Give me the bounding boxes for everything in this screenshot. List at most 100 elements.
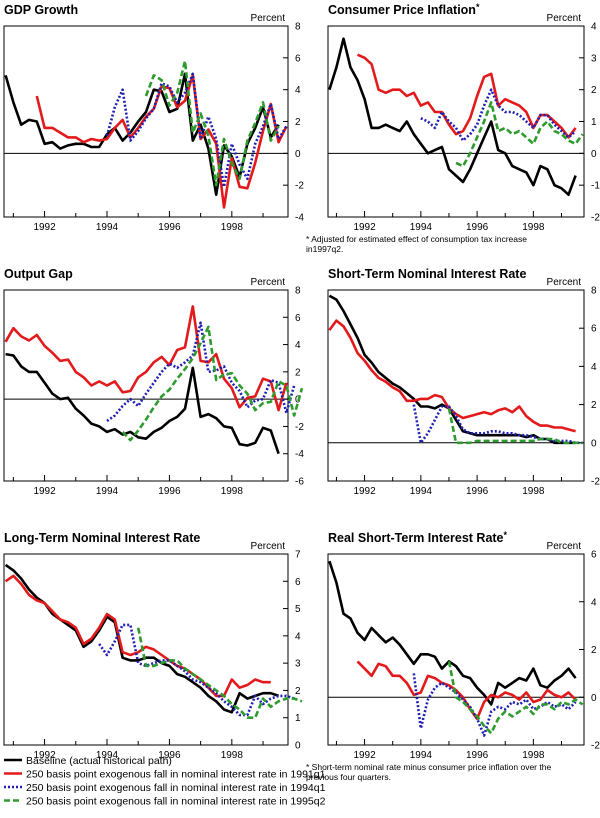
y-tick-label: 4: [591, 362, 597, 373]
y-tick-label: 3: [591, 53, 597, 64]
y-tick-label: -2: [295, 422, 304, 433]
series-line-1: [4, 563, 280, 714]
panel-title: Short-Term Nominal Interest Rate: [328, 267, 526, 281]
panel-title: GDP Growth: [4, 3, 78, 17]
x-tick-label: 1998: [221, 486, 244, 497]
x-tick-label: 1996: [466, 486, 489, 497]
y-axis-unit-label: Percent: [251, 541, 286, 552]
series-line-4: [136, 627, 303, 720]
y-tick-label: 0: [591, 693, 597, 704]
legend: Baseline (actual historical path)250 bas…: [4, 755, 326, 807]
plot-frame: [327, 289, 585, 482]
y-tick-label: 4: [295, 631, 301, 642]
y-axis-unit-label: Percent: [547, 13, 582, 24]
panel-footnote: * Short-term nominal rate minus consumer…: [306, 762, 551, 782]
x-tick-label: 1992: [353, 486, 376, 497]
y-tick-label: 2: [295, 367, 301, 378]
series-line-4: [455, 101, 584, 168]
series-line-2: [35, 74, 288, 209]
panel-6: Real Short-Term Interest Rate* Percent -2 0…: [306, 530, 600, 782]
series-line-3: [412, 404, 583, 445]
x-tick-label: 1998: [522, 222, 545, 233]
x-tick-label: 1996: [466, 222, 489, 233]
x-tick-label: 1994: [410, 750, 433, 761]
y-tick-label: 4: [295, 340, 301, 351]
y-tick-label: 6: [591, 550, 597, 561]
series-line-2: [4, 305, 288, 412]
x-tick-label: 1998: [221, 750, 244, 761]
y-tick-label: -2: [591, 213, 600, 224]
series-line-1: [328, 560, 577, 706]
x-tick-label: 1994: [96, 750, 119, 761]
x-tick-label: 1996: [158, 222, 181, 233]
y-tick-label: 2: [591, 400, 597, 411]
legend-label-4: 250 basis point exogenous fall in nomina…: [26, 795, 326, 807]
title-footnote-mark: *: [504, 530, 508, 540]
y-tick-label: 6: [295, 313, 301, 324]
y-axis-unit-label: Percent: [547, 277, 582, 288]
y-tick-label: 8: [295, 22, 301, 33]
y-tick-label: 6: [295, 53, 301, 64]
y-tick-label: -2: [591, 741, 600, 752]
series-line-4: [447, 661, 584, 735]
series-line-4: [447, 408, 583, 445]
series-line-3: [106, 321, 296, 423]
legend-label-2: 250 basis point exogenous fall in nomina…: [26, 768, 326, 780]
series-line-2: [4, 574, 271, 698]
y-tick-label: 2: [295, 117, 301, 128]
y-tick-label: 8: [591, 286, 597, 297]
series-line-3: [105, 72, 288, 189]
y-axis-unit-label: Percent: [251, 277, 286, 288]
panel-5: Long-Term Nominal Interest Rate Percent 0 1…: [3, 531, 303, 761]
x-tick-label: 1992: [353, 750, 376, 761]
y-tick-label: 4: [591, 22, 597, 33]
series-line-4: [121, 325, 304, 442]
y-tick-label: 5: [295, 604, 301, 615]
y-tick-label: -6: [295, 477, 304, 488]
x-tick-label: 1992: [33, 750, 56, 761]
x-tick-label: 1994: [96, 222, 119, 233]
y-tick-label: 0: [295, 741, 301, 752]
series-line-3: [98, 623, 295, 717]
x-tick-label: 1994: [410, 222, 433, 233]
y-tick-label: 1: [591, 117, 597, 128]
series-line-1: [328, 37, 577, 196]
y-tick-label: 2: [295, 686, 301, 697]
x-tick-label: 1998: [522, 750, 545, 761]
legend-label-3: 250 basis point exogenous fall in nomina…: [26, 782, 326, 794]
plot-frame: [3, 289, 289, 482]
series-line-2: [356, 660, 577, 721]
series-line-3: [412, 673, 577, 737]
legend-label-1: Baseline (actual historical path): [26, 755, 172, 767]
y-tick-label: 4: [591, 597, 597, 608]
y-tick-label: 4: [295, 85, 301, 96]
panel-title: Long-Term Nominal Interest Rate: [4, 531, 200, 545]
y-tick-label: 7: [295, 550, 301, 561]
panel-title: Consumer Price Inflation*: [328, 2, 480, 17]
y-tick-label: 0: [591, 149, 597, 160]
panel-title: Real Short-Term Interest Rate*: [328, 530, 508, 545]
x-tick-label: 1994: [96, 486, 119, 497]
x-tick-label: 1996: [158, 750, 181, 761]
x-tick-label: 1998: [522, 486, 545, 497]
y-tick-label: 1: [295, 713, 301, 724]
plot-frame: [327, 553, 585, 746]
x-tick-label: 1992: [353, 222, 376, 233]
y-tick-label: 3: [295, 659, 301, 670]
y-tick-label: -4: [295, 449, 304, 460]
y-tick-label: 2: [591, 645, 597, 656]
y-tick-label: 0: [591, 438, 597, 449]
y-tick-label: -2: [295, 181, 304, 192]
y-axis-unit-label: Percent: [251, 13, 286, 24]
y-tick-label: -2: [591, 477, 600, 488]
x-tick-label: 1992: [33, 486, 56, 497]
y-tick-label: -1: [591, 181, 600, 192]
plot-frame: [3, 553, 289, 746]
x-tick-label: 1998: [221, 222, 244, 233]
x-tick-label: 1992: [33, 222, 56, 233]
x-tick-label: 1996: [466, 750, 489, 761]
series-line-1: [5, 352, 280, 455]
panel-footnote: * Adjusted for estimated effect of consu…: [306, 234, 527, 254]
panel-1: GDP Growth Percent -4 -2 0 2 4 6 8 1992 1994 1996 19…: [3, 3, 304, 233]
